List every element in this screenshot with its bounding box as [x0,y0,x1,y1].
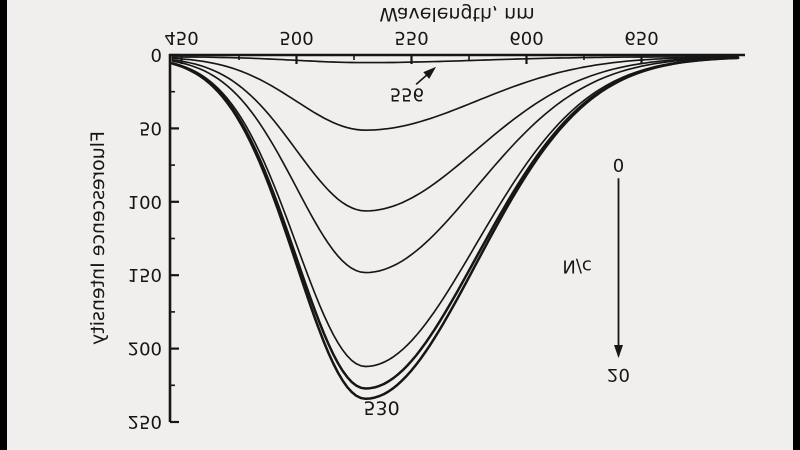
shoulder-pointer-arrow-head [423,66,437,79]
ratio-end-label: 20 [607,364,630,385]
annotations: 530 556 0 20 N/c [363,66,630,418]
y-tick-label: 250 [128,411,162,432]
spectrum-curve [171,55,739,64]
x-tick-label: 600 [509,27,543,48]
x-tick-label: 550 [394,27,428,48]
ratio-axis-label: N/c [562,255,591,276]
y-tick-label: 150 [128,264,162,285]
ratio-start-label: 0 [613,154,624,175]
y-tick-label: 100 [128,191,162,212]
x-tick-label: 450 [164,27,198,48]
y-tick-label: 50 [139,117,162,138]
letterbox-right [793,0,800,450]
shoulder-wavelength-label: 556 [390,84,424,105]
ratio-direction-arrow-head [614,344,623,358]
peak-wavelength-label: 530 [363,396,399,418]
spectrum-curve [171,56,739,212]
spectra-curves [171,55,740,401]
x-axis-title: Wavelength, nm [379,3,534,25]
x-tick-label: 650 [624,27,658,48]
letterbox-left [0,0,7,450]
spectrum-curve [171,56,739,132]
x-tick-label: 500 [279,27,313,48]
spectrum-curve [171,56,739,274]
spectrum-curve [171,56,740,390]
y-tick-label: 0 [151,44,162,65]
spectrum-curve [171,56,740,401]
y-tick-label: 200 [128,338,162,359]
y-axis-title: Fluorescence Intensity [87,131,109,345]
